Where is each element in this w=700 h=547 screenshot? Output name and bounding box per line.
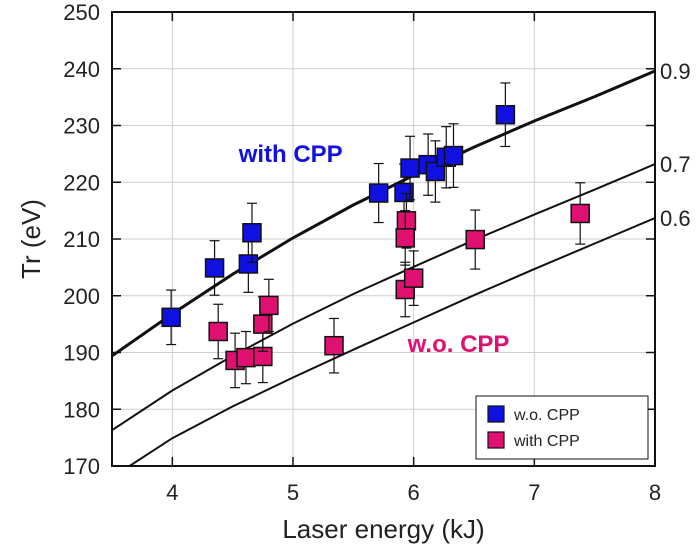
annotation-label: w.o. CPP [407,331,510,358]
data-point [396,211,417,231]
model-curve [127,217,655,466]
legend-swatch [487,431,505,449]
legend-swatch [487,405,505,423]
data-point [242,223,262,243]
data-point [208,321,228,342]
x-tick-label: 4 [166,480,178,505]
y-tick-label: 250 [63,0,100,25]
data-point [259,295,279,316]
y-tick-label: 170 [63,454,100,479]
data-point [368,183,389,203]
data-point [238,254,259,274]
legend-entry: w.o. CPP [513,407,580,424]
data-point [394,182,414,203]
annotations: with CPP w.o. CPP [238,141,510,358]
y-axis-title: Tr (eV) [16,199,46,279]
data-point [400,158,420,178]
y-tick-label: 220 [63,170,100,195]
x-axis-title: Laser energy (kJ) [282,514,484,544]
curve-label: 0.9 [660,59,691,84]
y-tick-label: 230 [63,114,100,139]
data-point [161,307,181,328]
legend-entry: with CPP [513,433,580,450]
data-point [236,347,256,368]
data-point [495,104,516,125]
y-tick-label: 200 [63,284,100,309]
y-tick-label: 190 [63,341,100,366]
legend-box [475,395,649,460]
data-point [395,228,415,248]
data-point [465,229,485,250]
data-points [161,82,590,389]
model-curve [112,163,655,432]
x-tick-label: 8 [649,480,661,505]
y-tick-label: 180 [63,397,100,422]
curve-label: 0.7 [660,152,691,177]
axis-ticks: 4 5 6 7 8 170 180 190 200 210 220 230 240 250 [63,0,661,505]
x-tick-label: 5 [287,480,299,505]
x-tick-label: 6 [408,480,420,505]
curve-label: 0.6 [660,206,691,231]
data-point [443,145,464,166]
y-tick-label: 240 [63,57,100,82]
legend: w.o. CPP with CPP [475,395,649,460]
x-tick-label: 7 [528,480,540,505]
data-point [324,335,344,356]
data-point [403,268,424,288]
data-point [204,258,225,278]
y-tick-label: 210 [63,227,100,252]
data-point [570,203,590,224]
annotation-label: with CPP [238,141,343,168]
